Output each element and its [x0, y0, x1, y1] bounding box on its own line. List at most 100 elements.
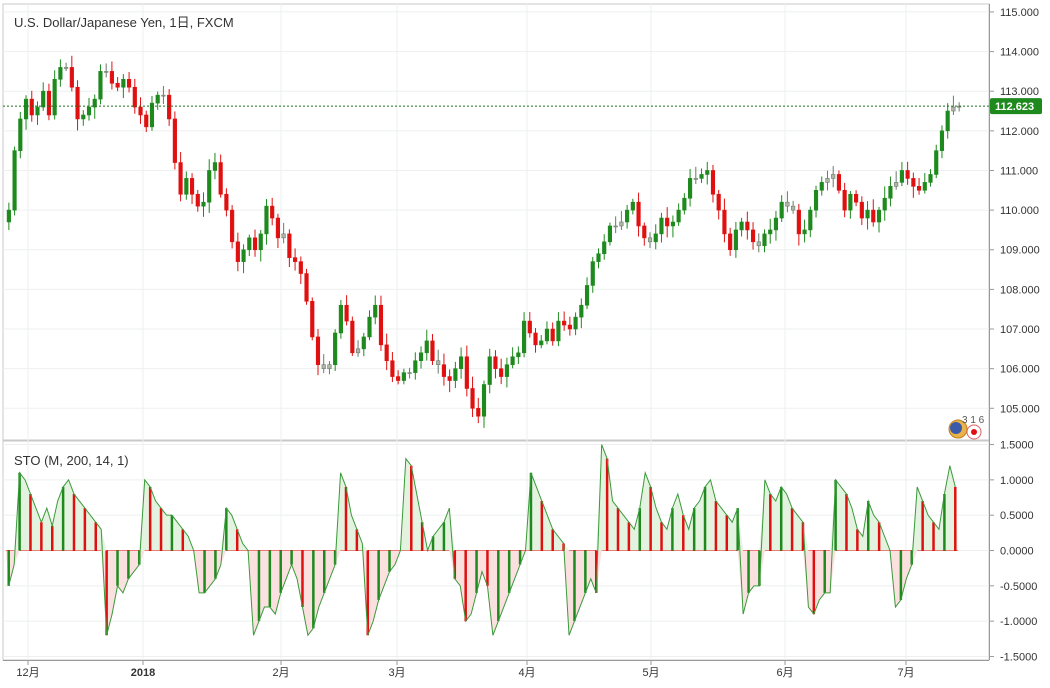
candle[interactable]	[35, 101, 40, 125]
candle[interactable]	[46, 83, 52, 121]
candle[interactable]	[916, 177, 922, 195]
candle[interactable]	[459, 347, 464, 379]
candle[interactable]	[304, 268, 309, 305]
candle[interactable]	[876, 206, 882, 233]
candle[interactable]	[791, 200, 796, 214]
candle[interactable]	[842, 182, 847, 218]
candle[interactable]	[550, 322, 555, 346]
candle[interactable]	[155, 91, 160, 110]
candle[interactable]	[476, 397, 481, 424]
candle[interactable]	[390, 351, 395, 383]
candle[interactable]	[184, 171, 189, 200]
candle[interactable]	[86, 98, 92, 121]
candle[interactable]	[602, 234, 607, 260]
candle[interactable]	[430, 334, 435, 365]
candle[interactable]	[401, 368, 406, 385]
candle[interactable]	[161, 86, 166, 104]
candle[interactable]	[235, 232, 240, 272]
candle[interactable]	[854, 190, 859, 207]
candle[interactable]	[596, 248, 601, 269]
candle[interactable]	[413, 352, 418, 380]
candle[interactable]	[315, 329, 321, 376]
candle[interactable]	[481, 380, 487, 428]
candle[interactable]	[739, 217, 744, 237]
candle[interactable]	[899, 161, 904, 187]
candle[interactable]	[521, 312, 527, 358]
candle[interactable]	[167, 89, 172, 126]
candle[interactable]	[544, 321, 550, 345]
candle[interactable]	[819, 176, 824, 196]
candle[interactable]	[424, 329, 429, 361]
candle[interactable]	[562, 311, 567, 331]
candle[interactable]	[92, 94, 97, 119]
candle[interactable]	[682, 193, 687, 215]
candle[interactable]	[865, 201, 870, 230]
candle[interactable]	[527, 312, 532, 338]
candle[interactable]	[224, 188, 229, 217]
candle[interactable]	[207, 159, 212, 213]
candle[interactable]	[945, 103, 950, 139]
candle[interactable]	[836, 170, 841, 194]
candle[interactable]	[127, 72, 132, 93]
candle[interactable]	[779, 195, 784, 222]
candle[interactable]	[361, 332, 366, 357]
candle[interactable]	[247, 234, 252, 257]
candle[interactable]	[344, 295, 349, 326]
candle[interactable]	[178, 152, 183, 202]
candle[interactable]	[802, 219, 807, 243]
candle[interactable]	[934, 144, 939, 179]
candle[interactable]	[928, 169, 933, 187]
candle[interactable]	[396, 370, 401, 385]
candle[interactable]	[573, 312, 578, 336]
candle[interactable]	[212, 152, 218, 180]
candle[interactable]	[287, 229, 292, 268]
candle[interactable]	[504, 357, 509, 388]
candle[interactable]	[722, 198, 727, 243]
candle[interactable]	[81, 110, 86, 126]
candle[interactable]	[75, 80, 80, 131]
candle[interactable]	[567, 316, 572, 336]
candle[interactable]	[516, 346, 521, 365]
candle[interactable]	[716, 189, 721, 220]
candle[interactable]	[665, 207, 670, 238]
candle[interactable]	[813, 185, 819, 218]
candle[interactable]	[894, 171, 899, 190]
candle[interactable]	[831, 166, 836, 188]
candle[interactable]	[733, 221, 738, 258]
candle[interactable]	[808, 206, 813, 238]
candle[interactable]	[109, 61, 114, 90]
candle[interactable]	[688, 168, 693, 207]
candle[interactable]	[58, 59, 63, 87]
candle[interactable]	[327, 361, 332, 375]
candle[interactable]	[132, 78, 137, 114]
candle[interactable]	[590, 257, 595, 293]
candle[interactable]	[676, 203, 681, 226]
candle[interactable]	[298, 256, 303, 284]
candle[interactable]	[418, 346, 424, 369]
candlestick-series[interactable]	[6, 55, 962, 428]
candle[interactable]	[607, 222, 613, 246]
candle[interactable]	[493, 350, 498, 379]
candle[interactable]	[441, 353, 447, 386]
candle[interactable]	[69, 55, 74, 92]
candle[interactable]	[785, 191, 790, 213]
candle[interactable]	[619, 210, 624, 231]
candle[interactable]	[859, 196, 864, 225]
candle[interactable]	[659, 212, 664, 243]
candle[interactable]	[338, 300, 343, 339]
candle[interactable]	[104, 63, 109, 78]
candle[interactable]	[252, 229, 258, 257]
candle[interactable]	[310, 297, 315, 341]
candle[interactable]	[355, 340, 361, 357]
candle[interactable]	[556, 312, 561, 347]
candle[interactable]	[630, 198, 635, 215]
candle[interactable]	[241, 244, 246, 274]
candle[interactable]	[579, 298, 584, 329]
candle[interactable]	[773, 210, 779, 241]
candle[interactable]	[218, 154, 223, 198]
candle[interactable]	[464, 345, 469, 397]
candle[interactable]	[144, 110, 149, 132]
candle[interactable]	[149, 95, 155, 131]
candle[interactable]	[642, 222, 647, 246]
candle[interactable]	[922, 173, 927, 194]
